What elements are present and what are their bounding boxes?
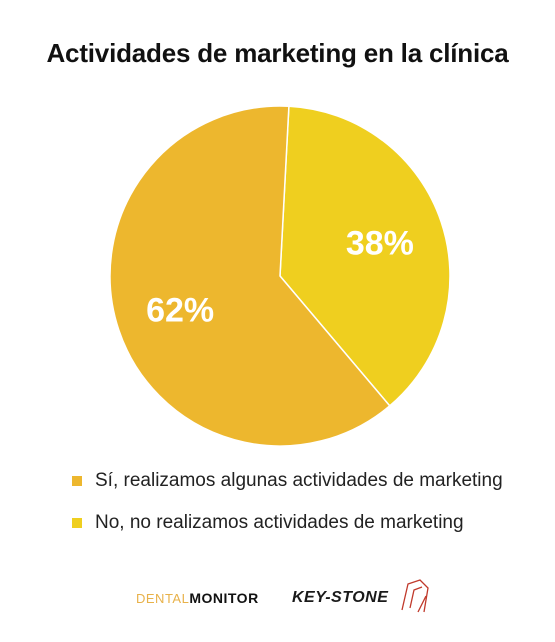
legend-swatch-si — [72, 476, 82, 486]
pie-label-no: 38% — [346, 224, 414, 262]
pie-label-si: 62% — [146, 292, 214, 330]
legend-label-si: Sí, realizamos algunas actividades de ma… — [95, 470, 503, 491]
legend: Sí, realizamos algunas actividades de ma… — [72, 469, 503, 553]
logo-bar: DENTALMONITOR KEY-STONE — [0, 578, 555, 618]
legend-item-si: Sí, realizamos algunas actividades de ma… — [72, 469, 503, 493]
pie-slice-no — [279, 105, 451, 407]
chart-title: Actividades de marketing en la clínica — [46, 38, 509, 68]
legend-swatch-no — [72, 518, 82, 528]
dental-monitor-logo: DENTALMONITOR — [136, 590, 259, 606]
pie-slice-si — [109, 105, 391, 447]
legend-item-no: No, no realizamos actividades de marketi… — [72, 511, 503, 535]
keystone-mark-icon — [401, 579, 429, 613]
keystone-logo: KEY-STONE — [292, 589, 389, 606]
legend-label-no: No, no realizamos actividades de marketi… — [95, 512, 464, 533]
